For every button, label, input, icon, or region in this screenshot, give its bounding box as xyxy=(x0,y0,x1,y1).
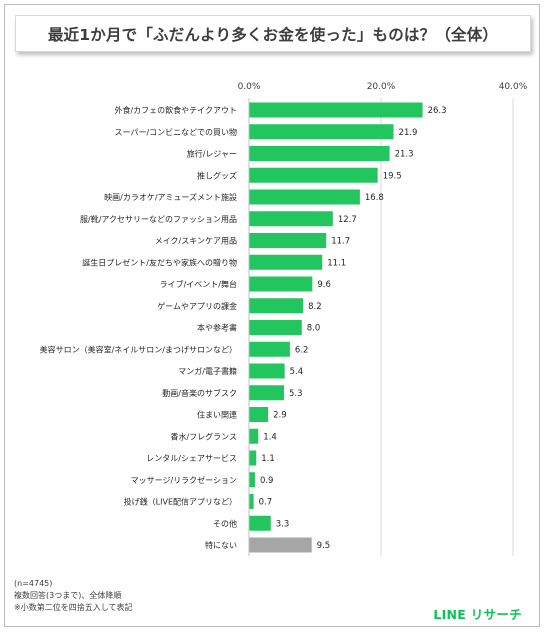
category-label: その他 xyxy=(213,518,237,528)
value-label: 6.2 xyxy=(295,345,309,355)
bar xyxy=(249,320,302,335)
category-label: 特にない xyxy=(205,540,237,550)
bar xyxy=(249,537,312,553)
category-label: 美容サロン（美容室/ネイルサロン/まつげサロンなど） xyxy=(40,344,237,354)
footnotes: (n=4745) 複数回答(3つまで)、全体降順 ※小数第二位を四捨五入して表記 xyxy=(14,578,132,614)
category-label: メイク/スキンケア用品 xyxy=(155,237,237,246)
value-label: 21.3 xyxy=(395,150,414,160)
value-label: 19.5 xyxy=(383,171,402,181)
category-label: 本や参考書 xyxy=(197,323,237,333)
bar xyxy=(249,515,271,531)
bar xyxy=(249,254,323,270)
value-label: 21.9 xyxy=(399,128,418,138)
bar xyxy=(249,146,390,161)
value-label: 26.3 xyxy=(428,106,447,116)
footnote-sample-size: (n=4745) xyxy=(14,579,53,588)
category-label: 動画/音楽のサブスク xyxy=(162,388,237,398)
value-label: 16.8 xyxy=(365,193,384,203)
x-tick-label: 0.0% xyxy=(238,82,261,92)
category-label: 誕生日プレゼント/友だちや家族への贈り物 xyxy=(82,257,237,267)
bar xyxy=(249,428,259,444)
value-label: 2.9 xyxy=(273,411,287,421)
bar xyxy=(249,385,284,401)
value-label: 11.1 xyxy=(327,258,346,268)
bar xyxy=(249,298,304,314)
bar xyxy=(249,341,290,357)
bar xyxy=(249,167,378,183)
value-label: 3.3 xyxy=(276,519,290,529)
brand-text: LINE リサーチ xyxy=(433,607,522,622)
footnote-rounding: ※小数第二位を四捨五入して表記 xyxy=(14,603,133,612)
category-label: 推しグッズ xyxy=(197,170,237,180)
value-label: 5.3 xyxy=(289,389,303,399)
footnote-answer-type: 複数回答(3つまで)、全体降順 xyxy=(14,591,122,600)
category-label: 外食/カフェの飲食やテイクアウト xyxy=(114,105,237,115)
value-label: 12.7 xyxy=(338,215,357,225)
bar xyxy=(249,494,254,509)
value-label: 8.0 xyxy=(307,324,321,334)
category-label: 住まい関連 xyxy=(197,410,237,420)
category-label: マッサージ/リラクゼーション xyxy=(131,475,237,485)
x-tick-label: 40.0% xyxy=(499,82,528,92)
bar xyxy=(249,211,333,227)
value-label: 1.1 xyxy=(261,454,275,464)
category-label: ゲームやアプリの課金 xyxy=(157,301,237,311)
bar xyxy=(249,276,313,292)
bar xyxy=(249,124,394,140)
value-label: 11.7 xyxy=(331,237,350,247)
category-label: 香水/フレグランス xyxy=(170,431,237,441)
category-label: 旅行/レジャー xyxy=(187,149,237,159)
brand-logo: LINE リサーチ xyxy=(433,604,522,623)
bar xyxy=(249,472,255,488)
category-label: 投げ銭（LIVE配信アプリなど） xyxy=(124,497,237,507)
bar xyxy=(249,233,327,248)
value-label: 0.7 xyxy=(259,498,273,508)
value-label: 8.2 xyxy=(308,302,322,312)
category-label: 服/靴/アクセサリーなどのファッション用品 xyxy=(80,214,237,224)
value-label: 0.9 xyxy=(260,476,274,486)
x-tick-label: 20.0% xyxy=(367,82,396,92)
chart-title: 最近1か月で「ふだんより多くお金を使った」ものは？（全体） xyxy=(15,15,531,52)
bar xyxy=(249,102,423,118)
category-label: レンタル/シェアサービス xyxy=(146,454,237,463)
category-label: スーパー/コンビニなどでの買い物 xyxy=(115,127,237,137)
bar xyxy=(249,189,360,205)
category-label: 映画/カラオケ/アミューズメント施設 xyxy=(104,192,237,202)
bar xyxy=(249,363,285,379)
value-label: 9.6 xyxy=(317,280,331,290)
value-label: 1.4 xyxy=(263,432,277,442)
value-label: 9.5 xyxy=(317,541,331,551)
category-label: マンガ/電子書籍 xyxy=(178,366,237,376)
category-label: ライブ/イベント/舞台 xyxy=(160,279,237,289)
bar xyxy=(249,450,257,466)
value-label: 5.4 xyxy=(290,367,304,377)
bar xyxy=(249,407,269,422)
